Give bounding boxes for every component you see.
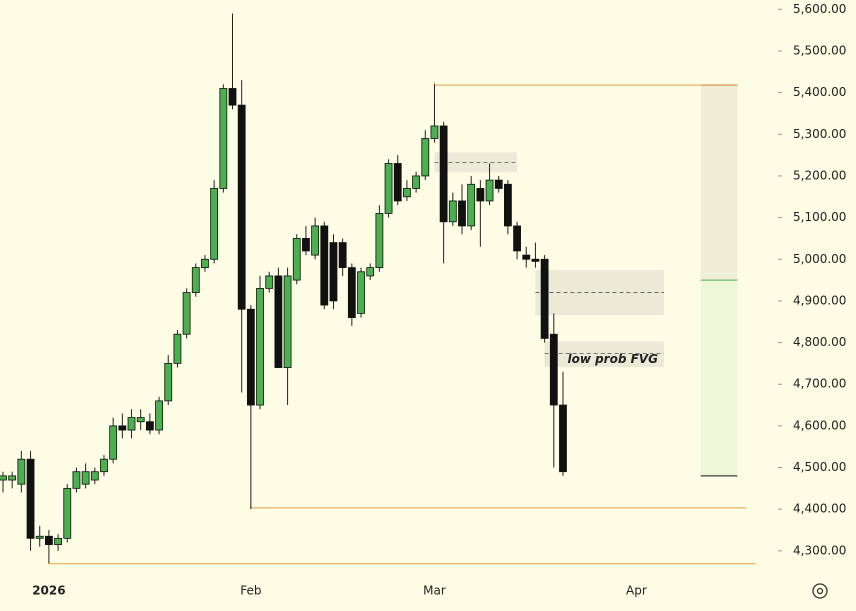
candle-body: [274, 275, 283, 368]
candle-body: [412, 175, 421, 189]
candle-body: [173, 333, 182, 364]
x-tick-label: Apr: [626, 584, 647, 598]
candle-body: [45, 535, 53, 545]
candle-body: [72, 471, 81, 489]
y-tick-label: 4,600.00: [793, 418, 846, 432]
candle-body: [458, 200, 466, 227]
candle-body: [228, 88, 237, 106]
candle-body: [164, 362, 173, 402]
candle-body: [35, 535, 44, 539]
candle-body: [329, 242, 338, 302]
candle-body: [357, 271, 365, 314]
candle-body: [531, 258, 540, 262]
candle-body: [219, 88, 228, 189]
candle-body: [17, 458, 26, 485]
y-tick-label: 4,500.00: [793, 460, 846, 474]
candle-body: [384, 163, 393, 214]
candle-body: [256, 288, 264, 406]
candle-body: [155, 400, 163, 431]
candle-body: [513, 225, 521, 252]
y-tick-label: 4,400.00: [793, 502, 846, 516]
candle-body: [485, 179, 494, 202]
settings-icon[interactable]: [812, 583, 828, 599]
candle-body: [494, 179, 503, 189]
candle-body: [100, 458, 108, 473]
candle-body: [393, 163, 402, 202]
y-tick-label: 5,600.00: [793, 2, 846, 16]
candle-body: [549, 333, 558, 406]
candle-body: [522, 254, 531, 260]
candle-body: [182, 292, 191, 335]
y-tick-label: 5,500.00: [793, 43, 846, 57]
candle-body: [448, 200, 457, 223]
candle-body: [347, 267, 356, 318]
candle-body: [467, 183, 476, 227]
y-tick-label: 4,900.00: [793, 293, 846, 307]
position-stop: [700, 280, 738, 476]
candle-body: [283, 275, 292, 368]
candle-body: [320, 225, 329, 306]
y-tick-label: 5,000.00: [793, 252, 846, 266]
zone-label: low prob FVG: [567, 352, 658, 366]
fvg-zone: [544, 341, 664, 368]
x-tick-label: 2026: [32, 584, 65, 598]
candle-body: [210, 188, 219, 260]
candle-body: [421, 138, 430, 177]
candle-body: [338, 242, 347, 268]
candle-body: [292, 238, 301, 281]
y-tick-label: 5,300.00: [793, 127, 846, 141]
candle-body: [127, 417, 136, 431]
candle-body: [201, 258, 209, 268]
fvg-zone: [434, 152, 518, 173]
candle-body: [0, 475, 7, 481]
y-tick-label: 4,800.00: [793, 335, 846, 349]
plot-area: 4,300.00 4,400.00 4,500.00 4,600.00 4,700.00…: [0, 2, 846, 598]
y-tick-label: 5,400.00: [793, 85, 846, 99]
candle-body: [246, 308, 255, 406]
candle-body: [109, 425, 118, 460]
candle-body: [311, 225, 320, 256]
candle-body: [118, 425, 127, 431]
candle-body: [439, 125, 448, 223]
candle-body: [136, 417, 145, 423]
candle-body: [540, 258, 549, 339]
candle-body: [191, 267, 200, 293]
y-tick-label: 5,200.00: [793, 168, 846, 182]
candle-body: [559, 404, 567, 473]
candle-body: [90, 471, 99, 481]
candle-body: [476, 188, 485, 202]
x-tick-label: Mar: [423, 584, 446, 598]
candle-body: [503, 183, 512, 227]
y-tick-label: 5,100.00: [793, 210, 846, 224]
candle-body: [63, 487, 72, 539]
candle-body: [237, 104, 246, 310]
candle-body: [375, 213, 384, 268]
position-target: [700, 85, 738, 281]
candle-body: [403, 188, 411, 198]
y-tick-label: 4,300.00: [793, 543, 846, 557]
candle-body: [145, 421, 154, 431]
y-tick-label: 4,700.00: [793, 377, 846, 391]
candle-body: [302, 238, 310, 252]
candle-body: [26, 458, 35, 539]
candle-body: [54, 537, 62, 545]
candle-body: [81, 471, 90, 485]
x-tick-label: Feb: [240, 584, 261, 598]
candle-body: [366, 267, 375, 277]
candle-body: [430, 125, 439, 139]
candle-body: [265, 275, 274, 289]
candle-body: [8, 475, 17, 481]
